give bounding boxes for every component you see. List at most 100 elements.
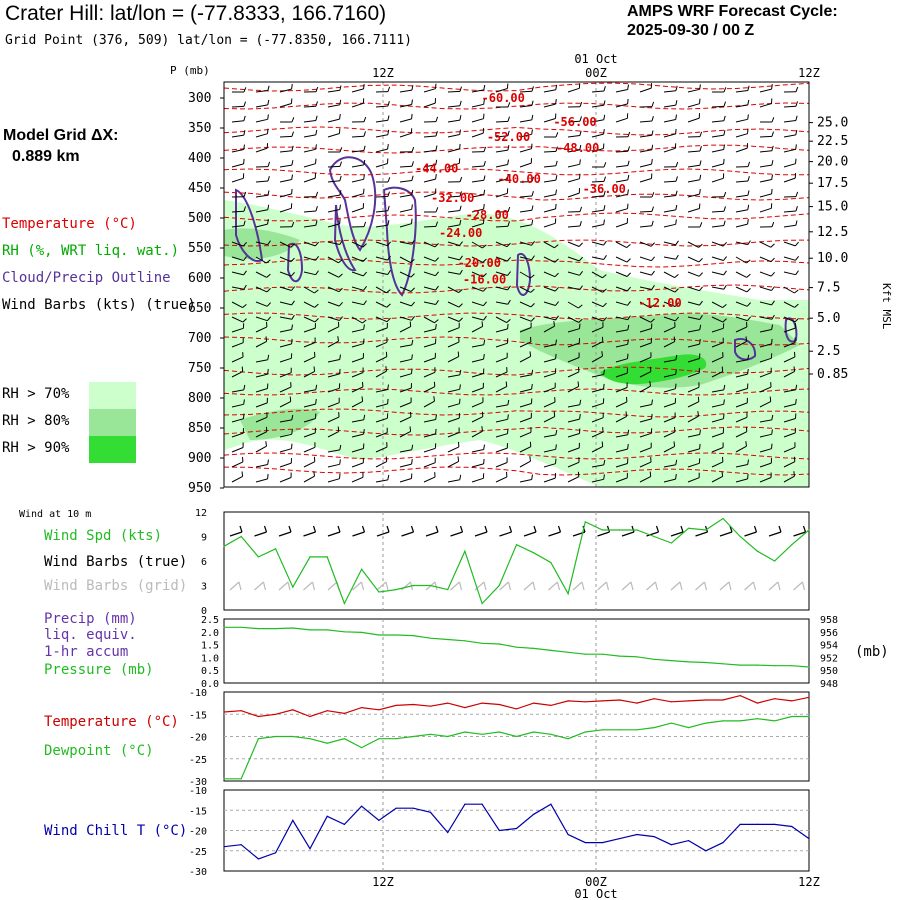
wind-barb [688,222,703,228]
wind-barb [711,337,724,348]
panel-tick: -10 [189,688,207,699]
wind-barb [759,160,774,168]
wind-barb [519,100,534,108]
wind-barb [303,286,319,294]
pressure-series-point [774,665,776,667]
wind-speed-series-point [240,535,242,538]
wind-barb [783,115,798,123]
wind-barb [543,353,557,363]
wind-barb [543,256,559,263]
pressure-series-point [412,635,414,637]
cloud-outline [734,338,757,361]
dewpoint-series-point [498,731,500,733]
wind-barb [447,115,462,123]
wind-barb [351,443,365,453]
wind-barb [615,353,629,363]
wind-barb [399,444,414,453]
top-tick-12z-a: 12Z [372,66,394,80]
wind-speed-label: Wind Spd (kts) [44,528,163,544]
wind-barb [783,323,796,333]
panel-tick: -25 [189,755,207,766]
wind-panel-frame [223,511,810,611]
wind-barb [351,353,364,363]
wind-barb [567,352,580,363]
rh-70-region [224,200,809,487]
wind-barb [543,321,555,333]
wind-barb [567,414,581,423]
wind-barb [759,241,775,248]
wind-barb [471,321,484,333]
wind-barb [735,219,749,228]
wind-barb [447,427,460,438]
wind-barb [783,399,797,408]
wind-barb [423,381,436,393]
wind-barb [255,321,268,333]
rh-80-region [240,408,320,440]
wind-chill-series-point [223,846,225,848]
wind-barb [615,271,631,277]
true-wind-barb [474,525,488,537]
wind-speed-series-point [223,545,225,547]
wind-barb [375,158,389,168]
grid-wind-barb [695,581,708,591]
wind-barb [255,176,270,183]
temperature-contour-label: -20.00 [458,256,501,270]
wind-speed-series-point [464,550,466,552]
top-date-label: 01 Oct [574,52,617,66]
wind-barb [447,143,461,153]
wind-speed-series-point [275,548,277,550]
wind-barb [351,188,365,198]
temperature-contour-labels: -60.00 -56.00 -52.00 -48.00 -44.00 -40.00 -36.… [415,91,682,310]
true-wind-barb [793,525,807,537]
wind-barb [375,241,391,247]
dewpoint-series-point [584,731,586,733]
precip-accum-label: 1-hr accum [44,644,129,660]
grid-wind-barb [670,581,683,591]
true-wind-barb [352,525,366,537]
wind-barb [543,315,559,321]
wind-barb [495,271,511,276]
wind-barb [327,128,341,138]
wind-barb [567,428,581,438]
dewpoint-series-point [774,720,776,722]
wind-barb [519,129,533,138]
wind-barb [231,191,247,198]
wind-barb [687,271,703,277]
wind-barb [711,115,726,123]
wind-barb [663,474,677,483]
wind-barb [375,129,390,138]
wind-barb [231,256,247,261]
wind-barb [375,337,388,348]
wind-barb [399,204,413,213]
temperature-series-point [240,710,242,712]
wind-barb [711,270,727,276]
wind-barb [447,219,462,228]
wind-speed-series-point [395,589,397,591]
pressure-series-point [533,647,535,650]
wind-barb [447,191,462,198]
wind-barb [615,368,628,378]
wind-barb [519,255,535,261]
wind-barb [399,411,412,423]
wind-barb [327,397,340,408]
true-wind-barb [303,525,317,537]
wind-barb [255,99,270,108]
wind-chill-series-point [395,807,397,809]
wind-barb [735,301,751,307]
temperature-contour-label: -16.00 [463,272,506,286]
wind-barb [495,159,509,168]
wind-barb [639,323,653,333]
wind-barb [759,84,773,93]
wind-barb [424,207,439,213]
wind-barb [327,444,342,453]
wind-barb [615,472,628,483]
wind-barb [495,285,511,291]
wind-barb [759,221,775,228]
wind-barb [279,353,293,363]
wind-barb [303,366,316,378]
wind-barb [759,382,772,393]
wind-barbs-layer [231,83,799,483]
wind-barb [783,384,798,393]
pressure-series-point [670,660,673,662]
pressure-series-point [601,653,604,655]
